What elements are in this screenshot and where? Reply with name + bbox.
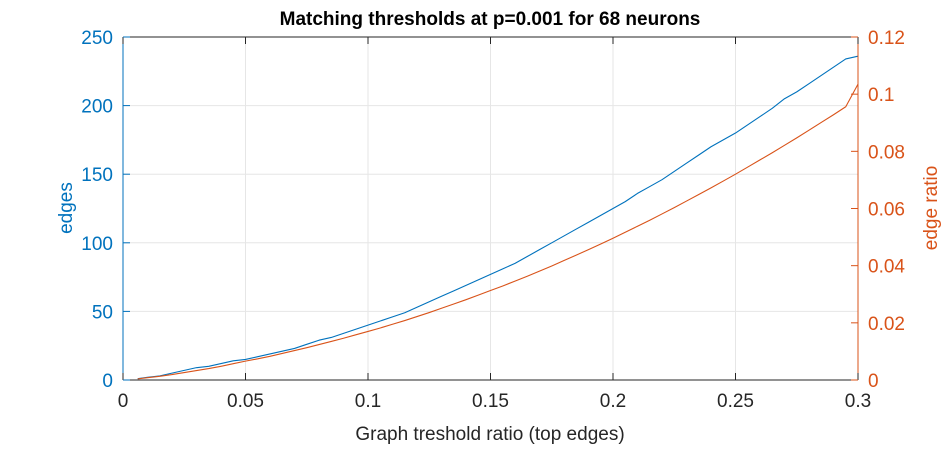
y-right-tick-label: 0.04 bbox=[868, 257, 905, 278]
x-tick-label: 0.05 bbox=[227, 391, 264, 412]
x-tick-label: 0.3 bbox=[845, 391, 871, 412]
y-right-tick-label: 0.08 bbox=[868, 142, 905, 163]
x-tick-label: 0.25 bbox=[717, 391, 754, 412]
series-line-right-axis bbox=[137, 83, 859, 380]
x-tick-label: 0 bbox=[118, 391, 129, 412]
y-right-tick-label: 0 bbox=[868, 371, 879, 392]
chart-title: Matching thresholds at p=0.001 for 68 ne… bbox=[280, 9, 701, 30]
y-left-tick-label: 200 bbox=[81, 97, 113, 118]
x-tick-label: 0.15 bbox=[472, 391, 509, 412]
y-left-tick-label: 250 bbox=[81, 28, 113, 49]
y-right-axis-label: edge ratio bbox=[921, 166, 942, 251]
y-left-tick-label: 150 bbox=[81, 165, 113, 186]
y-left-axis-label: edges bbox=[56, 182, 77, 234]
axes-frame bbox=[122, 36, 859, 381]
y-left-tick-label: 0 bbox=[102, 371, 113, 392]
y-right-tick-label: 0.06 bbox=[868, 200, 905, 221]
y-left-tick-label: 50 bbox=[92, 302, 113, 323]
y-left-tick-label: 100 bbox=[81, 234, 113, 255]
y-right-tick-label: 0.1 bbox=[868, 85, 894, 106]
y-right-tick-label: 0.12 bbox=[868, 28, 905, 49]
x-tick-label: 0.2 bbox=[600, 391, 626, 412]
x-tick-label: 0.1 bbox=[355, 391, 381, 412]
x-axis-label: Graph treshold ratio (top edges) bbox=[355, 424, 624, 445]
tick-labels: 0 0.05 0.1 0.15 0.2 0.25 0.305010015020025000.… bbox=[81, 28, 905, 412]
series-group bbox=[137, 55, 859, 380]
y-right-tick-label: 0.02 bbox=[868, 314, 905, 335]
series-line-left-axis bbox=[137, 55, 859, 380]
grid-lines bbox=[123, 37, 858, 380]
